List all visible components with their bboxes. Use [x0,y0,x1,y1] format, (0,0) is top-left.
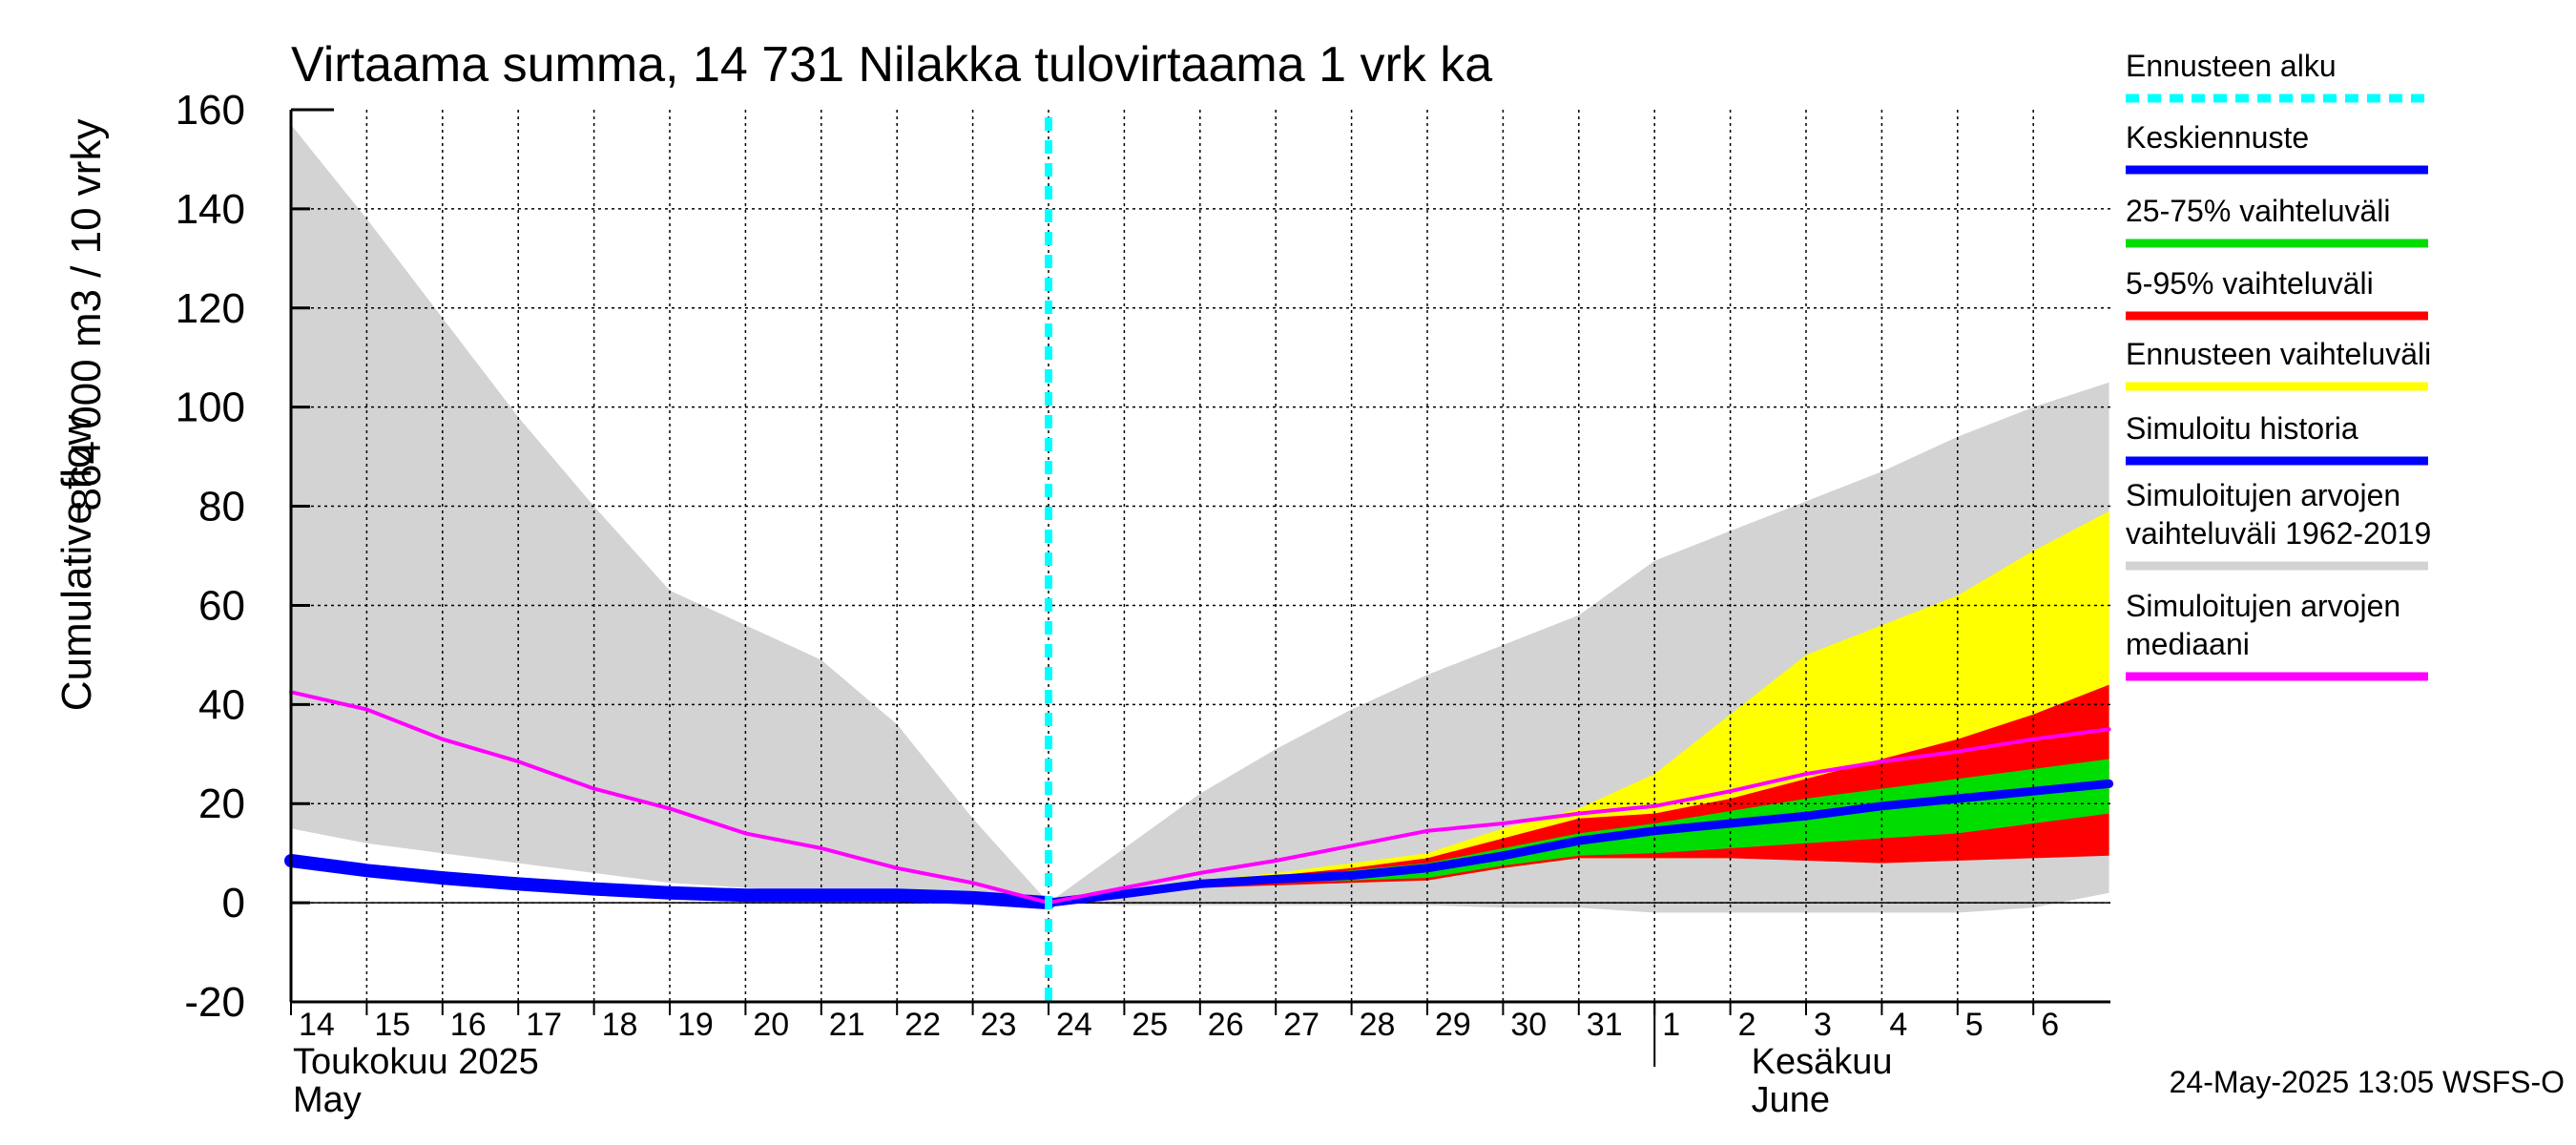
x-tick-label-14: 28 [1360,1007,1396,1043]
series-band-2 [1049,684,2109,904]
legend-label-2: 25-75% vaihteluväli [2126,194,2391,228]
y-tick-label-1: 0 [222,880,245,926]
y-tick-label-6: 100 [176,385,245,431]
y-tick-label-5: 80 [198,484,245,531]
x-tick-label-0: 14 [299,1007,335,1043]
x-tick-label-6: 20 [753,1007,789,1043]
y-axis-label-line-2: 864 000 m3 / 10 vrky [63,119,110,511]
x-tick-label-16: 30 [1510,1007,1547,1043]
y-tick-label-8: 140 [176,186,245,233]
legend-label-3: 5-95% vaihteluväli [2126,266,2374,301]
y-axis-label-line-1: Cumulative flow [53,415,100,712]
x-tick-label-23: 6 [2041,1007,2059,1043]
x-tick-label-12: 26 [1208,1007,1244,1043]
y-tick-label-9: 160 [176,87,245,134]
x-tick-label-3: 17 [526,1007,562,1043]
month-label-june-line1: Kesäkuu [1752,1042,1893,1082]
x-tick-label-11: 25 [1132,1007,1168,1043]
legend-label-1: Keskiennuste [2126,120,2309,155]
y-tick-label-2: 20 [198,781,245,827]
x-tick-label-21: 4 [1889,1007,1907,1043]
y-tick-label-3: 40 [198,681,245,728]
y-tick-label-7: 120 [176,285,245,332]
x-tick-label-18: 1 [1662,1007,1680,1043]
y-tick-label-0: -20 [184,979,245,1026]
legend-label-5: Simuloitu historia [2126,411,2358,446]
y-tick-label-4: 60 [198,582,245,629]
series-line-0 [1044,779,2114,907]
series-band-0 [291,124,2109,913]
x-tick-label-19: 2 [1738,1007,1756,1043]
x-tick-label-22: 5 [1965,1007,1984,1043]
x-tick-label-1: 15 [374,1007,410,1043]
x-tick-label-5: 19 [677,1007,714,1043]
x-tick-label-15: 29 [1435,1007,1471,1043]
legend-label-4: Ennusteen vaihteluväli [2126,337,2431,371]
x-tick-label-7: 21 [829,1007,865,1043]
month-label-may-line2: May [293,1080,362,1120]
legend-label-0: Ennusteen alku [2126,49,2337,83]
footer-timestamp: 24-May-2025 13:05 WSFS-O [2170,1065,2565,1099]
chart-title: Virtaama summa, 14 731 Nilakka tulovirta… [291,37,1492,93]
x-tick-label-20: 3 [1814,1007,1832,1043]
x-tick-label-8: 22 [904,1007,941,1043]
legend-label-6-1: vaihteluväli 1962-2019 [2126,516,2431,551]
month-label-june-line2: June [1752,1080,1830,1120]
x-tick-label-13: 27 [1283,1007,1319,1043]
legend-label-7-1: mediaani [2126,627,2250,661]
x-tick-label-9: 23 [981,1007,1017,1043]
x-tick-label-17: 31 [1587,1007,1623,1043]
series-band-3 [1049,759,2109,904]
x-tick-label-4: 18 [602,1007,638,1043]
legend: Ennusteen alku Keskiennuste 25-75% vaihtel… [2126,49,2431,681]
grid [291,110,2110,1002]
series-line-1 [284,854,1055,910]
series-line-2 [289,690,2111,906]
legend-label-7-0: Simuloitujen arvojen [2126,589,2400,623]
month-label-may-line1: Toukokuu 2025 [293,1042,539,1082]
x-tick-label-2: 16 [450,1007,487,1043]
x-tick-label-10: 24 [1056,1007,1092,1043]
legend-label-6-0: Simuloitujen arvojen [2126,478,2400,512]
